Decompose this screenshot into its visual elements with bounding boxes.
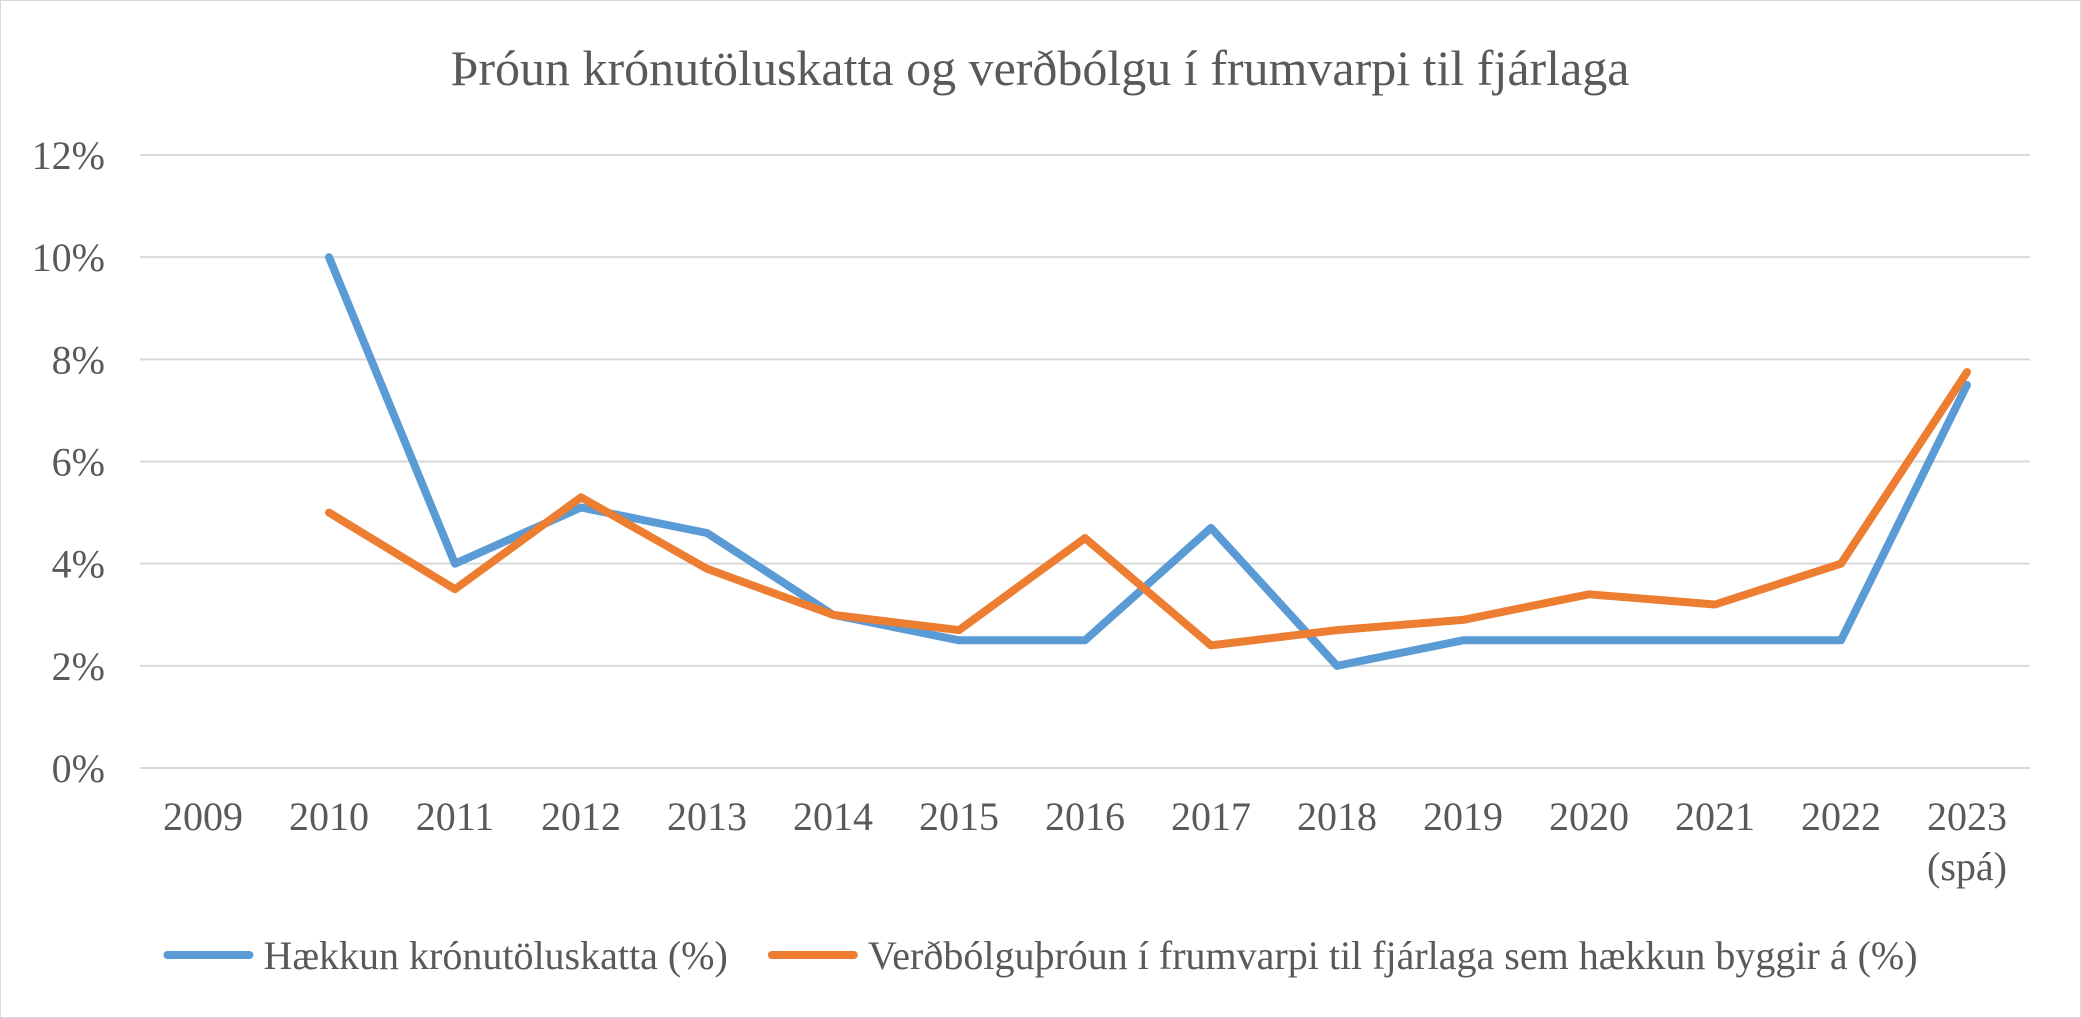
x-tick-label: 2020 — [1549, 794, 1629, 839]
y-tick-label: 4% — [52, 542, 105, 587]
y-tick-label: 2% — [52, 644, 105, 689]
x-tick-label: 2011 — [416, 794, 495, 839]
legend: Hækkun krónutöluskatta (%) Verðbólguþróun… — [163, 933, 1918, 978]
x-tick-label: 2014 — [793, 794, 873, 839]
x-tick-sublabel: (spá) — [1927, 844, 2007, 889]
y-axis-ticks: 0% 2% 4% 6% 8% 10% 12% — [32, 133, 105, 791]
x-tick-label: 2012 — [541, 794, 621, 839]
gridlines — [140, 154, 2030, 769]
legend-label-2: Verðbólguþróun í frumvarpi til fjárlaga … — [868, 933, 1918, 978]
y-tick-label: 6% — [52, 440, 105, 485]
y-tick-label: 8% — [52, 337, 105, 382]
x-tick-label: 2021 — [1675, 794, 1755, 839]
x-tick-label: 2017 — [1171, 794, 1251, 839]
x-tick-label: 2010 — [289, 794, 369, 839]
x-tick-label: 2016 — [1045, 794, 1125, 839]
x-tick-label: 2023 — [1927, 794, 2007, 839]
x-tick-label: 2019 — [1423, 794, 1503, 839]
series-line-2 — [325, 368, 1971, 650]
x-tick-label: 2013 — [667, 794, 747, 839]
legend-label-1: Hækkun krónutöluskatta (%) — [263, 933, 727, 978]
y-tick-label: 10% — [32, 235, 105, 280]
y-tick-label: 0% — [52, 746, 105, 791]
x-tick-label: 2009 — [163, 794, 243, 839]
chart-title: Þróun krónutöluskatta og verðbólgu í fru… — [451, 40, 1630, 96]
x-tick-label: 2015 — [919, 794, 999, 839]
x-axis-ticks: 2009 2010 2011 2012 2013 2014 2015 2016 2017 2018… — [163, 794, 2007, 889]
x-tick-label: 2022 — [1801, 794, 1881, 839]
y-tick-label: 12% — [32, 133, 105, 178]
series-lines — [325, 253, 1971, 670]
x-tick-label: 2018 — [1297, 794, 1377, 839]
